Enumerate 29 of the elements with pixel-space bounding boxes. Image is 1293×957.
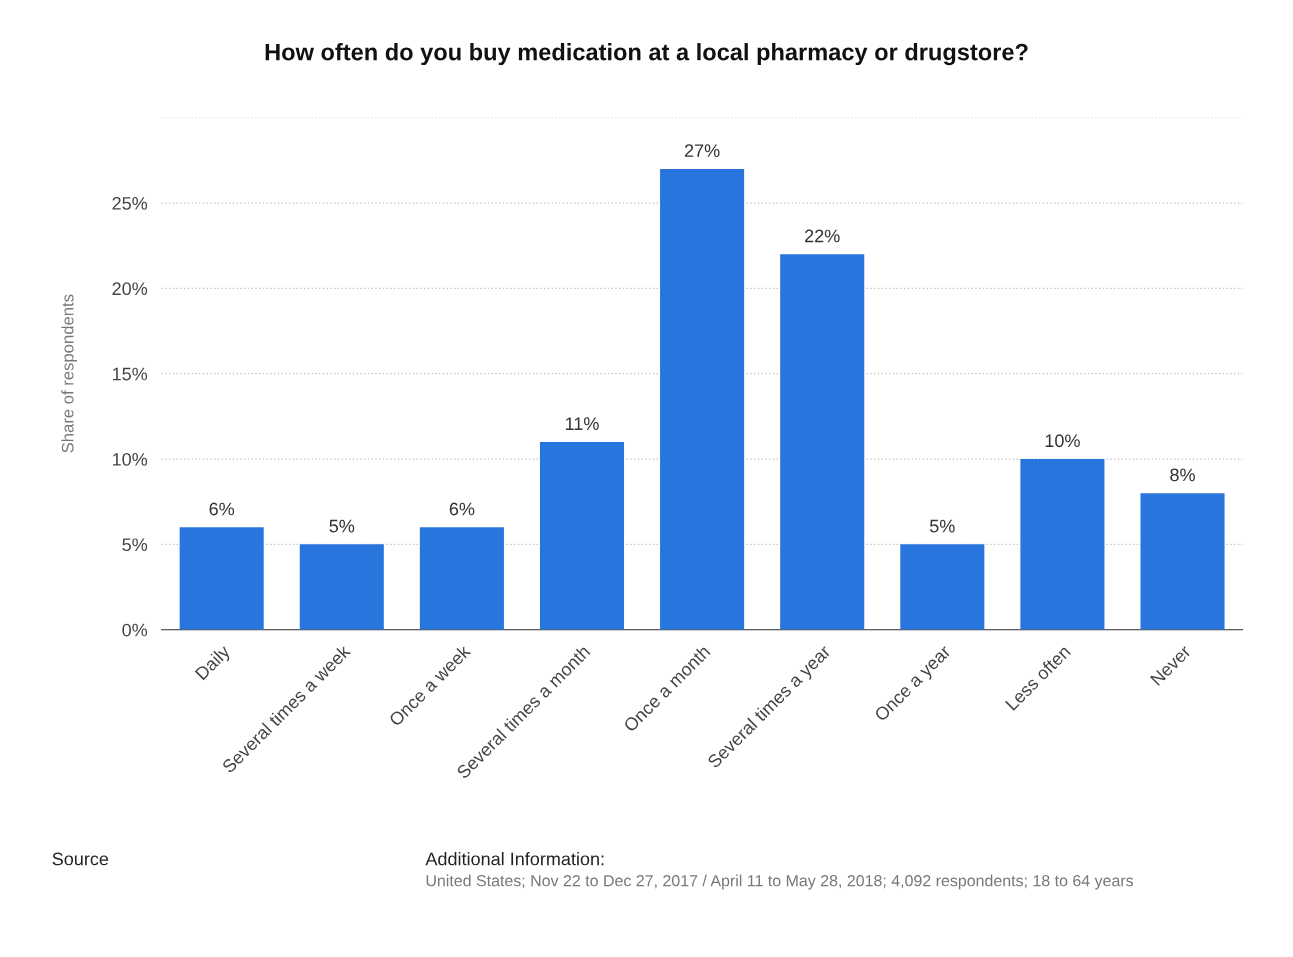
y-tick-label: 0% xyxy=(122,623,148,637)
data-label: 27% xyxy=(684,144,720,157)
bar xyxy=(780,254,865,630)
data-label: 6% xyxy=(449,502,475,516)
bar xyxy=(419,527,504,630)
bar xyxy=(539,441,625,630)
bar xyxy=(299,544,384,630)
data-label: 5% xyxy=(329,519,355,533)
y-tick-label: 5% xyxy=(122,538,148,552)
data-label: 22% xyxy=(805,229,840,243)
text: Source xyxy=(52,852,109,866)
y-tick-label: 10% xyxy=(112,452,148,466)
bar xyxy=(179,527,264,630)
bar xyxy=(900,544,985,630)
data-label: 6% xyxy=(209,502,235,516)
chart-title: How often do you buy medication at a local pharmacy or drugstore? xyxy=(265,43,1028,66)
bar xyxy=(660,168,745,630)
data-label: 5% xyxy=(929,519,955,533)
bar xyxy=(1020,459,1105,630)
text: United States; Nov 22 to Dec 27, 2017 / April 11 to May 28, 2018; 4,092 respondents; 18 to 64 years xyxy=(426,874,1134,890)
bar xyxy=(1140,493,1225,630)
data-label: 11% xyxy=(565,417,599,430)
data-label: 8% xyxy=(1170,468,1195,482)
y-axis-title: Share of respondents xyxy=(61,294,77,453)
y-tick-label: 25% xyxy=(112,196,148,210)
text: Additional Information: xyxy=(425,852,604,866)
y-tick-label: 20% xyxy=(112,282,148,296)
data-label: 10% xyxy=(1045,434,1080,448)
y-tick-label: 15% xyxy=(112,367,148,381)
